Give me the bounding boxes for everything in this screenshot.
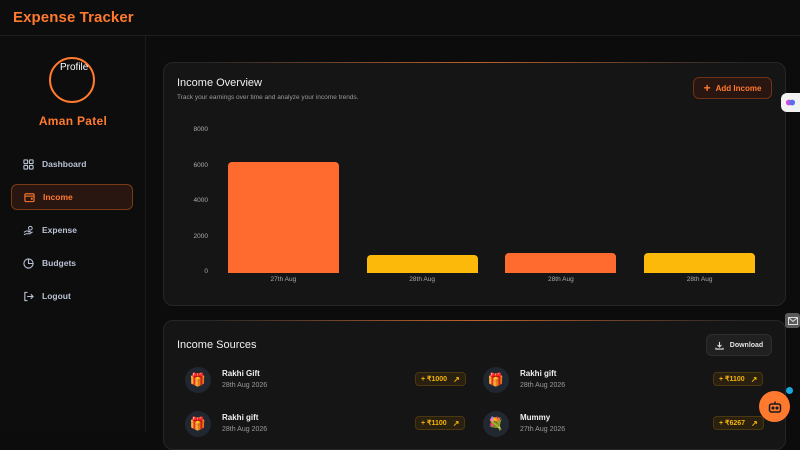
income-sources-card: Income Sources Download 🎁 Rakhi Gift 28t… [163,320,786,450]
source-amount-badge: + ₹1100 ↗ [713,372,764,386]
sidebar-item-label: Dashboard [42,159,87,169]
brain-extension-icon[interactable] [781,93,800,112]
gift-icon: 🎁 [483,367,509,393]
y-tick-label: 6000 [193,161,208,169]
top-bar: Expense Tracker [0,0,800,36]
y-tick-label: 4000 [193,197,208,204]
sidebar-item-label: Income [43,192,73,202]
y-tick-label: 0 [204,268,208,275]
x-tick-label: 28th Aug [548,276,574,283]
y-tick-label: 8000 [193,126,208,133]
income-overview-subtitle: Track your earnings over time and analyz… [177,94,359,101]
mail-extension-icon[interactable] [785,313,800,328]
income-source-item[interactable]: 🎁 Rakhi Gift 28th Aug 2026 + ₹1000 ↗ [185,367,466,397]
gift-icon: 🎁 [185,411,211,437]
source-date: 28th Aug 2026 [520,382,566,389]
income-sources-title: Income Sources [177,339,257,351]
card-glow [204,320,745,321]
source-date: 28th Aug 2026 [222,426,268,433]
chart-bar[interactable] [644,253,756,273]
income-source-item[interactable]: 🎁 Rakhi gift 28th Aug 2026 + ₹1100 ↗ [185,411,466,441]
source-name: Rakhi Gift [222,369,260,378]
app-title: Expense Tracker [13,9,134,26]
x-tick-label: 28th Aug [409,276,435,283]
brain-icon [785,99,796,106]
source-amount: + ₹1100 [719,376,745,383]
x-tick-label: 28th Aug [686,276,713,283]
sidebar-item-budgets[interactable]: Budgets [11,250,133,276]
sidebar-item-dashboard[interactable]: Dashboard [11,151,133,177]
trending-up-icon: ↗ [453,374,460,384]
user-name: Aman Patel [38,114,108,128]
add-income-label: Add Income [715,83,762,93]
source-amount: + ₹1100 [421,420,447,427]
hand-coins-icon [23,225,33,235]
sidebar-item-expense[interactable]: Expense [11,217,133,243]
mail-icon [787,316,798,325]
source-name: Mummy [520,413,551,422]
chat-bot-button[interactable] [759,391,790,422]
avatar-alt-text: Profile [60,62,89,73]
income-source-item[interactable]: 💐 Mummy 27th Aug 2026 + ₹6267 ↗ [483,411,764,441]
pie-chart-icon [23,257,34,269]
x-tick-label: 27th Aug [270,276,297,283]
chart-bar[interactable] [366,255,478,273]
source-amount: + ₹1000 [421,376,448,383]
source-amount-badge: + ₹6267 ↗ [713,416,764,430]
card-glow [204,62,745,63]
download-icon [715,341,724,350]
gift-icon: 🎁 [185,367,211,393]
grid-icon [23,158,34,170]
add-income-button[interactable]: + Add Income [693,77,772,99]
source-name: Rakhi gift [222,413,259,422]
source-amount-badge: + ₹1000 ↗ [415,372,466,386]
income-overview-title: Income Overview [177,77,262,89]
download-label: Download [729,341,764,349]
chart-bar[interactable] [227,162,339,273]
trending-up-icon: ↗ [751,418,758,428]
sidebar-item-label: Expense [42,225,77,235]
source-amount-badge: + ₹1100 ↗ [415,416,466,430]
notification-dot [786,387,793,394]
income-overview-card: Income Overview Track your earnings over… [163,62,786,306]
sidebar: Profile Aman Patel Dashboard Income Expe… [0,36,146,432]
source-amount: + ₹6267 [719,420,746,427]
sidebar-item-income[interactable]: Income [11,184,133,210]
sidebar-item-label: Logout [42,291,71,301]
source-name: Rakhi gift [520,369,557,378]
trending-up-icon: ↗ [750,374,758,384]
flowers-icon: 💐 [483,411,509,437]
source-date: 27th Aug 2026 [520,426,566,433]
avatar[interactable]: Profile [49,57,95,103]
plus-icon: + [703,80,711,95]
income-source-item[interactable]: 🎁 Rakhi gift 28th Aug 2026 + ₹1100 ↗ [483,367,764,397]
logout-icon [24,291,34,301]
sidebar-item-label: Budgets [42,258,76,268]
robot-icon [768,401,781,413]
chart-bar[interactable] [505,253,617,273]
sidebar-item-logout[interactable]: Logout [11,283,133,309]
trending-up-icon: ↗ [452,418,460,428]
source-date: 28th Aug 2026 [222,382,268,389]
y-tick-label: 2000 [193,232,208,240]
download-button[interactable]: Download [706,334,772,356]
wallet-icon [24,192,35,202]
